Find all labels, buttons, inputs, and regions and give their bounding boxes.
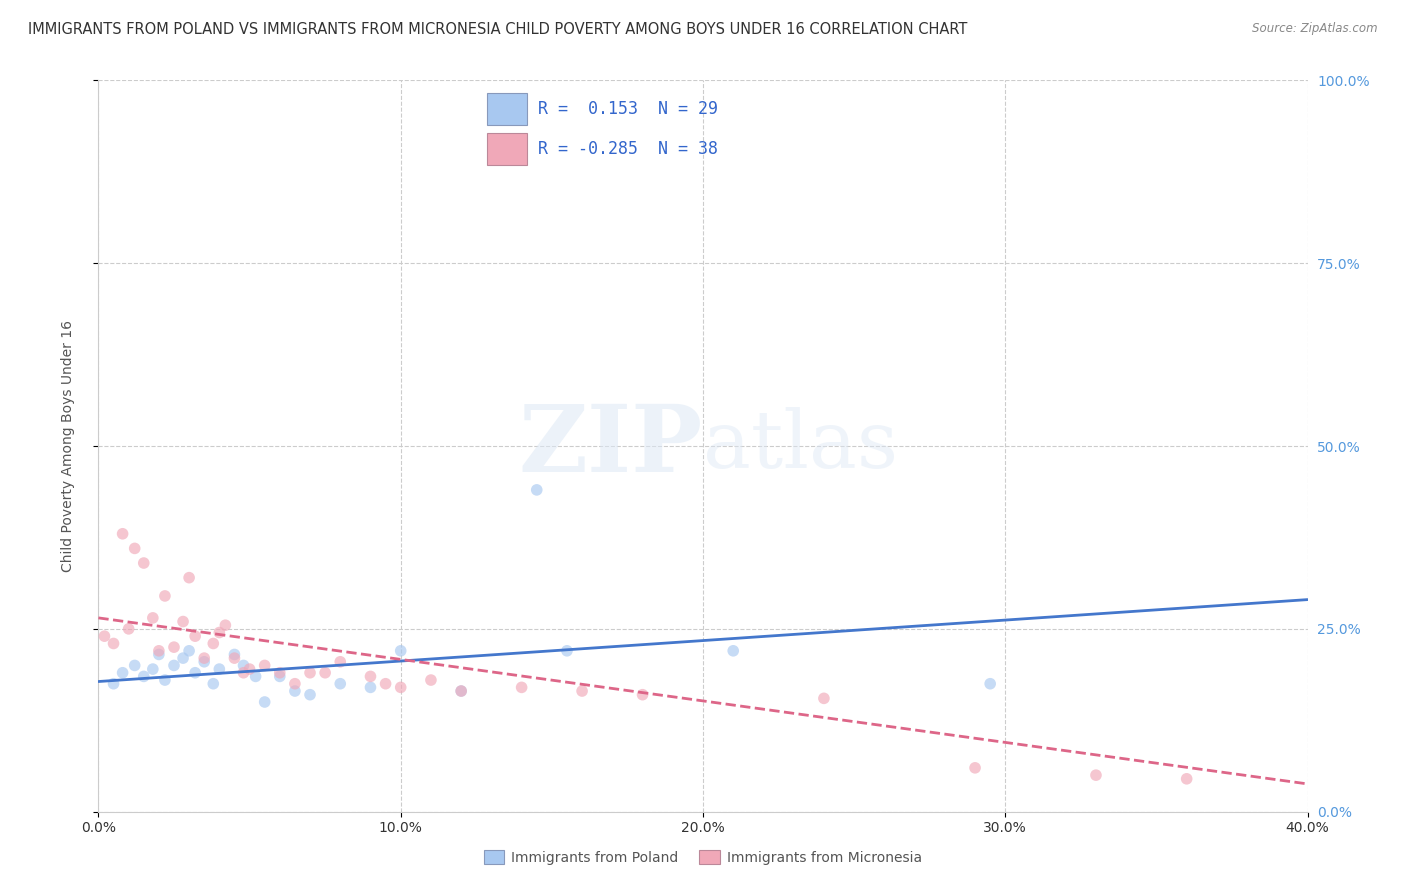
Text: IMMIGRANTS FROM POLAND VS IMMIGRANTS FROM MICRONESIA CHILD POVERTY AMONG BOYS UN: IMMIGRANTS FROM POLAND VS IMMIGRANTS FRO… bbox=[28, 22, 967, 37]
Point bbox=[179, 571, 201, 585]
Point bbox=[299, 665, 322, 680]
Point bbox=[284, 676, 307, 690]
Point bbox=[163, 640, 186, 655]
Point bbox=[224, 651, 246, 665]
Point bbox=[979, 676, 1001, 690]
Text: ZIP: ZIP bbox=[519, 401, 703, 491]
Point bbox=[111, 665, 134, 680]
Point bbox=[723, 644, 745, 658]
Point bbox=[232, 658, 254, 673]
Point bbox=[389, 681, 412, 695]
Point bbox=[163, 658, 186, 673]
Point bbox=[526, 483, 548, 497]
Point bbox=[208, 625, 231, 640]
Point bbox=[179, 644, 201, 658]
Point bbox=[253, 695, 276, 709]
Point bbox=[965, 761, 987, 775]
Point bbox=[450, 684, 472, 698]
Point bbox=[153, 589, 176, 603]
Point bbox=[142, 662, 165, 676]
Point bbox=[208, 662, 231, 676]
Point bbox=[360, 669, 382, 683]
Point bbox=[132, 669, 155, 683]
Point bbox=[103, 676, 125, 690]
Point bbox=[450, 684, 472, 698]
Point bbox=[184, 665, 207, 680]
Point bbox=[389, 644, 412, 658]
Point bbox=[193, 655, 215, 669]
Point bbox=[172, 651, 194, 665]
Point bbox=[329, 655, 352, 669]
Point bbox=[555, 644, 578, 658]
Text: Source: ZipAtlas.com: Source: ZipAtlas.com bbox=[1253, 22, 1378, 36]
Text: atlas: atlas bbox=[703, 407, 898, 485]
Point bbox=[631, 688, 654, 702]
Point bbox=[148, 648, 170, 662]
Point bbox=[269, 669, 291, 683]
Point bbox=[193, 651, 215, 665]
Point bbox=[813, 691, 835, 706]
Point bbox=[118, 622, 141, 636]
Point bbox=[1085, 768, 1108, 782]
Point bbox=[132, 556, 155, 570]
Point bbox=[184, 629, 207, 643]
Point bbox=[202, 676, 225, 690]
Point bbox=[284, 684, 307, 698]
Legend: Immigrants from Poland, Immigrants from Micronesia: Immigrants from Poland, Immigrants from … bbox=[478, 845, 928, 871]
Point bbox=[239, 662, 262, 676]
Point bbox=[93, 629, 115, 643]
Point bbox=[232, 665, 254, 680]
Point bbox=[329, 676, 352, 690]
Point bbox=[172, 615, 194, 629]
Point bbox=[299, 688, 322, 702]
Point bbox=[360, 681, 382, 695]
Point bbox=[1175, 772, 1198, 786]
Point bbox=[245, 669, 267, 683]
Y-axis label: Child Poverty Among Boys Under 16: Child Poverty Among Boys Under 16 bbox=[60, 320, 75, 572]
Point bbox=[224, 648, 246, 662]
Point bbox=[214, 618, 236, 632]
Point bbox=[510, 681, 533, 695]
Point bbox=[253, 658, 276, 673]
Point bbox=[571, 684, 593, 698]
Point bbox=[148, 644, 170, 658]
Point bbox=[103, 636, 125, 650]
Point bbox=[142, 611, 165, 625]
Point bbox=[124, 658, 146, 673]
Point bbox=[420, 673, 443, 687]
Point bbox=[269, 665, 291, 680]
Point bbox=[124, 541, 146, 556]
Point bbox=[202, 636, 225, 650]
Point bbox=[314, 665, 336, 680]
Point bbox=[111, 526, 134, 541]
Point bbox=[153, 673, 176, 687]
Point bbox=[374, 676, 396, 690]
